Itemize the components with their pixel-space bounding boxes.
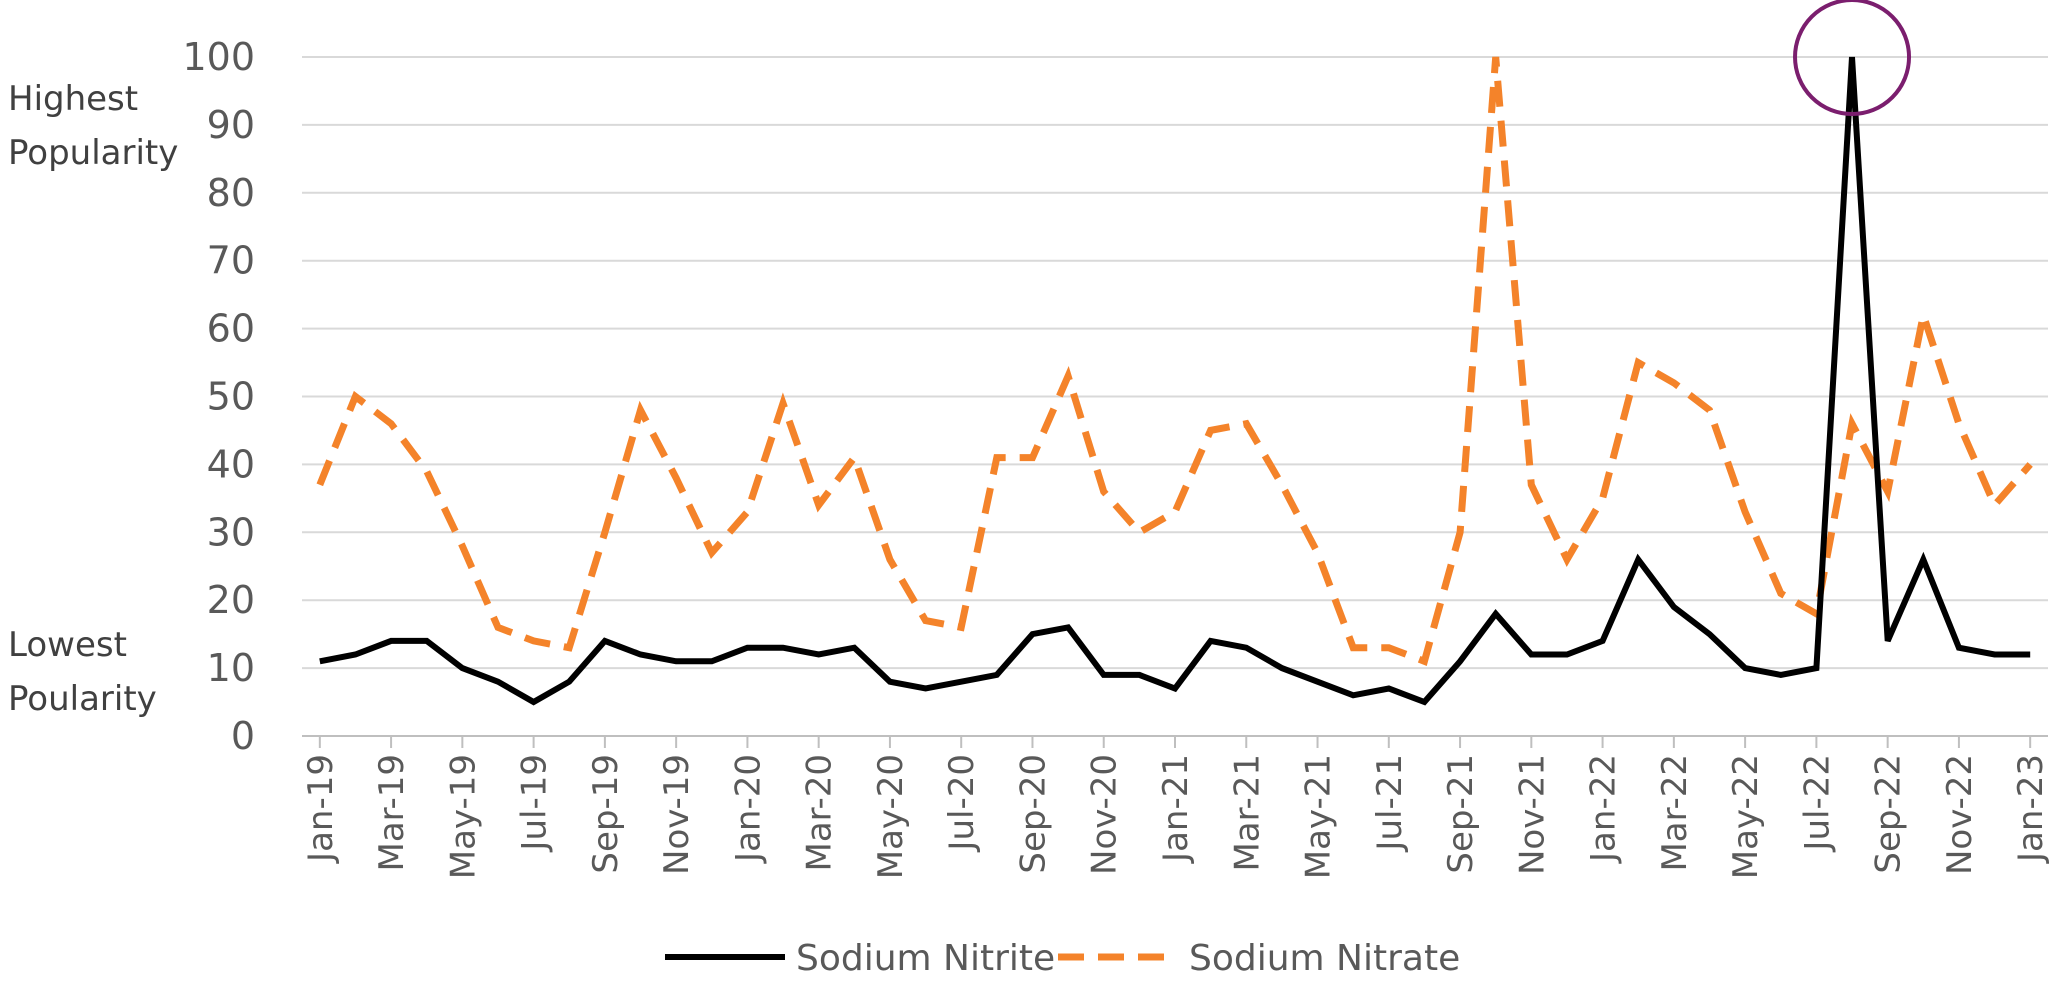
- x-tick-label: Nov-21: [1512, 754, 1552, 875]
- x-tick-label: Nov-20: [1085, 754, 1125, 875]
- x-tick-label: May-19: [443, 754, 483, 879]
- x-tick-label: Jul-21: [1370, 754, 1410, 853]
- y-tick-label: 90: [207, 103, 255, 147]
- y-axis-tick-labels: 0 10 20 30 40 50 60 70 80 90 100: [182, 35, 255, 758]
- x-tick-label: Jan-19: [301, 754, 341, 864]
- x-tick-label: Jul-20: [942, 754, 982, 853]
- lowest-popularity-label-line2: Poularity: [8, 679, 157, 719]
- x-tick-label: Mar-22: [1655, 754, 1695, 872]
- x-tick-label: Sep-19: [586, 754, 626, 874]
- x-tick-label: Mar-20: [800, 754, 840, 872]
- peak-highlight-circle: [1793, 0, 1912, 116]
- series-lines: [316, 56, 2033, 706]
- highest-popularity-label-line2: Popularity: [8, 133, 178, 173]
- y-tick-label: 0: [231, 714, 255, 758]
- x-axis-tick-labels: Jan-19 Mar-19 May-19 Jul-19 Sep-19 Nov-19 Jan-…: [301, 736, 2051, 879]
- x-tick-label: May-20: [871, 754, 911, 879]
- y-tick-label: 100: [182, 35, 255, 79]
- series-line-sodium-nitrite: [319, 56, 2031, 706]
- y-tick-label: 30: [207, 510, 255, 554]
- legend-label-sodium-nitrite: Sodium Nitrite: [796, 938, 1055, 979]
- x-tick-label: Jul-19: [515, 754, 555, 853]
- y-tick-label: 80: [207, 171, 255, 215]
- gridlines: [302, 56, 2048, 670]
- series-line-sodium-nitrate: [316, 56, 2033, 666]
- lowest-popularity-label-line1: Lowest: [8, 625, 127, 665]
- highest-popularity-label-line1: Highest: [8, 79, 138, 119]
- y-tick-label: 10: [207, 646, 255, 690]
- legend-label-sodium-nitrate: Sodium Nitrate: [1189, 938, 1460, 979]
- x-tick-label: Mar-19: [372, 754, 412, 872]
- legend: Sodium Nitrite Sodium Nitrate: [665, 938, 1460, 979]
- y-tick-label: 60: [207, 307, 255, 351]
- x-tick-label: Jan-20: [728, 754, 768, 864]
- x-tick-label: Jan-23: [2011, 754, 2051, 864]
- x-tick-label: Sep-21: [1441, 754, 1481, 874]
- y-tick-label: 20: [207, 578, 255, 622]
- x-tick-label: Jul-22: [1797, 754, 1837, 853]
- y-tick-label: 50: [207, 375, 255, 419]
- x-tick-label: Nov-19: [657, 754, 697, 875]
- y-tick-label: 40: [207, 442, 255, 486]
- x-tick-label: May-21: [1299, 754, 1339, 879]
- x-tick-label: Jan-21: [1156, 754, 1196, 864]
- x-tick-label: May-22: [1726, 754, 1766, 879]
- x-tick-label: Sep-20: [1013, 754, 1053, 874]
- y-tick-label: 70: [207, 239, 255, 283]
- x-tick-label: Sep-22: [1869, 754, 1909, 874]
- x-tick-label: Jan-22: [1584, 754, 1624, 864]
- x-tick-label: Nov-22: [1940, 754, 1980, 875]
- x-tick-label: Mar-21: [1227, 754, 1267, 872]
